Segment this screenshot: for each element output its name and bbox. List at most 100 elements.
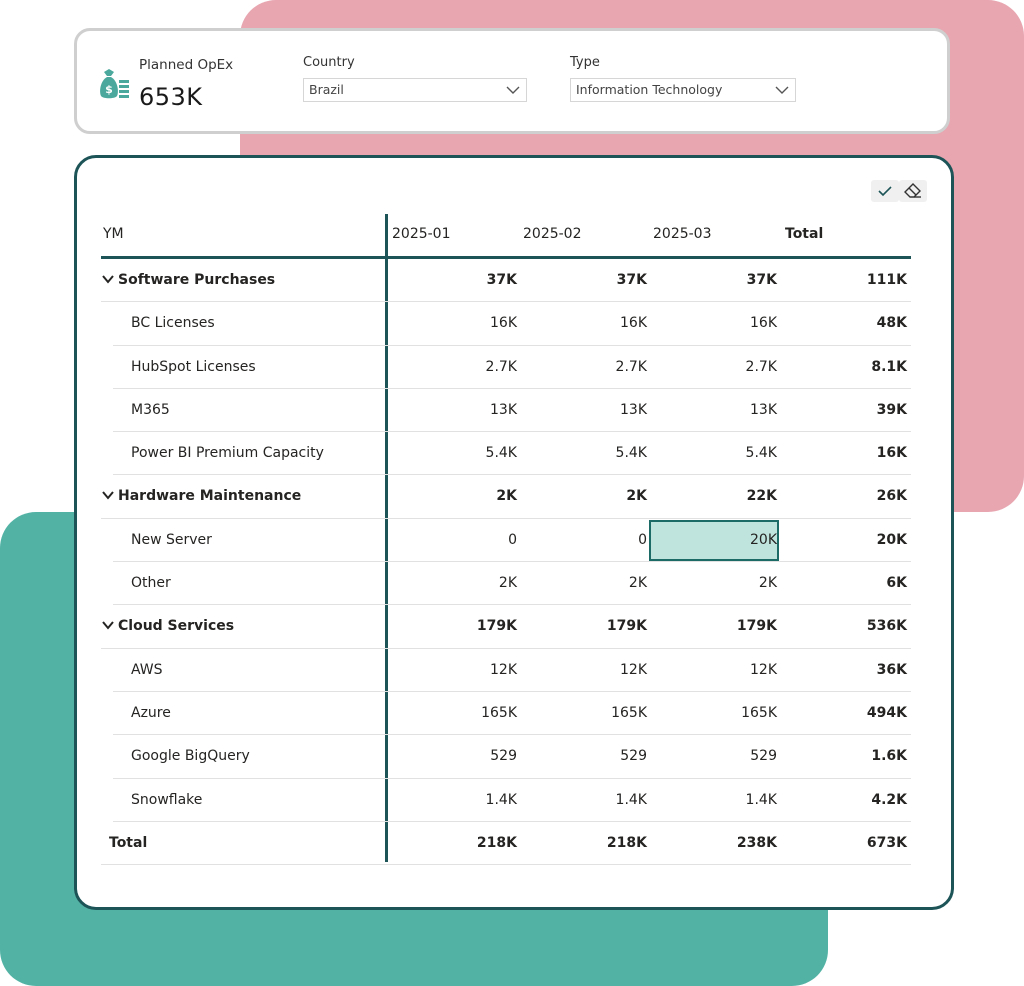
row-total-cell[interactable]: 111K (866, 272, 907, 288)
value-cell[interactable]: 1.4K (745, 791, 777, 808)
header-2025-03[interactable]: 2025-03 (653, 226, 712, 242)
row-label-text: HubSpot Licenses (131, 358, 256, 375)
value-cell[interactable]: 20K (750, 531, 777, 548)
value-cell[interactable]: 529 (750, 748, 777, 765)
country-dropdown[interactable]: Brazil (303, 78, 527, 102)
apply-button[interactable] (871, 180, 899, 202)
value-cell[interactable]: 1.4K (485, 791, 517, 808)
table-row[interactable]: M365 13K 13K 13K 39K (101, 389, 911, 433)
value-cell[interactable]: 165K (481, 704, 517, 721)
value-cell[interactable]: 2K (626, 488, 647, 505)
row-total-cell[interactable]: 673K (866, 834, 907, 851)
value-cell[interactable]: 529 (490, 748, 517, 765)
value-cell[interactable]: 16K (620, 315, 647, 332)
header-ym[interactable]: YM (103, 226, 124, 242)
category-row[interactable]: Cloud Services 179K 179K 179K 536K (101, 605, 911, 649)
value-cell[interactable]: 165K (741, 704, 777, 721)
table-row[interactable]: HubSpot Licenses 2.7K 2.7K 2.7K 8.1K (101, 346, 911, 389)
row-total-cell[interactable]: 6K (886, 575, 907, 592)
row-total-cell[interactable]: 48K (876, 315, 907, 332)
row-total-cell[interactable]: 36K (876, 661, 907, 678)
row-label: M365 (131, 402, 170, 418)
value-cell[interactable]: 179K (476, 618, 517, 635)
value-cell[interactable]: 16K (750, 315, 777, 332)
value-cell[interactable]: 2K (496, 488, 517, 505)
value-cell[interactable]: 12K (750, 661, 777, 678)
eraser-icon (904, 183, 921, 198)
row-label-text: Snowflake (131, 791, 203, 808)
value-cell[interactable]: 13K (490, 401, 517, 418)
row-label-text: New Server (131, 531, 212, 548)
category-label: Software Purchases (101, 272, 275, 288)
row-total-cell[interactable]: 8.1K (871, 358, 907, 375)
chevron-down-icon (506, 86, 520, 94)
table-row[interactable]: Google BigQuery 529 529 529 1.6K (101, 735, 911, 779)
value-cell[interactable]: 2K (498, 575, 517, 592)
table-row[interactable]: Power BI Premium Capacity 5.4K 5.4K 5.4K 16K (101, 432, 911, 476)
value-cell[interactable]: 2.7K (615, 358, 647, 375)
value-cell[interactable]: 1.4K (615, 791, 647, 808)
svg-text:$: $ (105, 83, 113, 96)
value-cell[interactable]: 37K (746, 272, 777, 288)
table-row[interactable]: Other 2K 2K 2K 6K (101, 562, 911, 606)
row-divider (113, 820, 911, 822)
table-row[interactable]: Azure 165K 165K 165K 494K (101, 692, 911, 736)
row-total-cell[interactable]: 20K (876, 531, 907, 548)
value-cell[interactable]: 529 (620, 748, 647, 765)
chevron-down-icon[interactable] (101, 620, 115, 630)
value-cell[interactable]: 13K (620, 401, 647, 418)
row-label: Azure (131, 705, 171, 721)
value-cell[interactable]: 218K (606, 834, 647, 851)
value-cell[interactable]: 37K (486, 272, 517, 288)
category-row[interactable]: Software Purchases 37K 37K 37K 111K (101, 259, 911, 303)
table-row[interactable]: Snowflake 1.4K 1.4K 1.4K 4.2K (101, 779, 911, 822)
value-cell[interactable]: 165K (611, 704, 647, 721)
value-cell[interactable]: 12K (490, 661, 517, 678)
row-total-cell[interactable]: 536K (866, 618, 907, 635)
value-cell[interactable]: 2.7K (485, 358, 517, 375)
value-cell[interactable]: 12K (620, 661, 647, 678)
value-cell[interactable]: 218K (476, 834, 517, 851)
row-total-cell[interactable]: 494K (866, 704, 907, 721)
value-cell[interactable]: 0 (638, 531, 647, 548)
type-dropdown-value: Information Technology (576, 82, 723, 97)
chevron-down-icon[interactable] (101, 490, 115, 501)
clear-button[interactable] (899, 180, 927, 202)
row-total-cell[interactable]: 4.2K (871, 791, 907, 808)
type-dropdown[interactable]: Information Technology (570, 78, 796, 102)
total-row[interactable]: Total 218K 218K 238K 673K (101, 822, 911, 866)
table-row[interactable]: AWS 12K 12K 12K 36K (101, 649, 911, 692)
row-label-text: Power BI Premium Capacity (131, 445, 324, 462)
header-total[interactable]: Total (785, 226, 824, 242)
value-cell[interactable]: 22K (746, 488, 777, 505)
table-row[interactable]: New Server 0 0 20K 20K (101, 519, 911, 563)
row-total-cell[interactable]: 26K (876, 488, 907, 505)
table-row[interactable]: BC Licenses 16K 16K 16K 48K (101, 302, 911, 346)
value-cell[interactable]: 179K (606, 618, 647, 635)
kpi-label: Planned OpEx (139, 57, 234, 73)
matrix-table: YM 2025-01 2025-02 2025-03 Total Softwar… (101, 214, 911, 866)
header-2025-01[interactable]: 2025-01 (392, 226, 451, 242)
value-cell[interactable]: 5.4K (485, 445, 517, 462)
total-label: Total (109, 835, 147, 851)
row-total-cell[interactable]: 39K (876, 401, 907, 418)
value-cell[interactable]: 179K (736, 618, 777, 635)
row-label: New Server (131, 532, 212, 548)
value-cell[interactable]: 5.4K (745, 445, 777, 462)
row-total-cell[interactable]: 1.6K (871, 748, 907, 765)
category-row[interactable]: Hardware Maintenance 2K 2K 22K 26K (101, 475, 911, 519)
chevron-down-icon[interactable] (101, 274, 115, 284)
value-cell[interactable]: 0 (508, 531, 517, 548)
value-cell[interactable]: 5.4K (615, 445, 647, 462)
header-2025-02[interactable]: 2025-02 (523, 226, 582, 242)
value-cell[interactable]: 16K (490, 315, 517, 332)
row-total-cell[interactable]: 16K (876, 445, 907, 462)
value-cell[interactable]: 13K (750, 401, 777, 418)
category-label: Hardware Maintenance (101, 488, 301, 504)
value-cell[interactable]: 2.7K (745, 358, 777, 375)
row-divider (113, 387, 911, 389)
value-cell[interactable]: 37K (616, 272, 647, 288)
value-cell[interactable]: 238K (736, 834, 777, 851)
value-cell[interactable]: 2K (628, 575, 647, 592)
value-cell[interactable]: 2K (758, 575, 777, 592)
